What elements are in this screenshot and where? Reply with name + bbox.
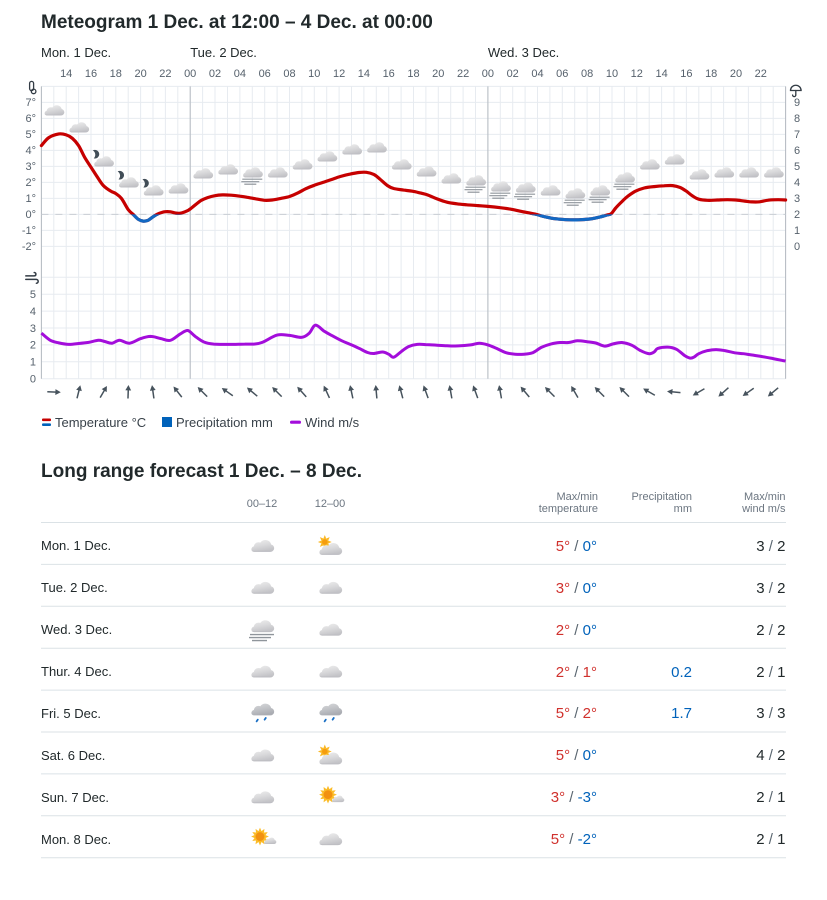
svg-text:0: 0	[794, 241, 800, 253]
svg-text:6°: 6°	[25, 113, 36, 125]
svg-text:Wed. 3 Dec.: Wed. 3 Dec.	[488, 45, 559, 60]
svg-text:-2°: -2°	[22, 241, 36, 253]
svg-text:18: 18	[110, 68, 122, 80]
svg-text:4°: 4°	[25, 145, 36, 157]
svg-text:10: 10	[308, 68, 320, 80]
svg-text:02: 02	[209, 68, 221, 80]
svg-text:06: 06	[259, 68, 271, 80]
svg-text:3: 3	[30, 323, 36, 335]
svg-text:22: 22	[457, 68, 469, 80]
svg-text:00: 00	[184, 68, 196, 80]
svg-text:1: 1	[30, 357, 36, 369]
svg-text:Tue. 2 Dec.: Tue. 2 Dec.	[190, 45, 257, 60]
svg-text:16: 16	[383, 68, 395, 80]
svg-text:18: 18	[705, 68, 717, 80]
svg-text:10: 10	[606, 68, 618, 80]
svg-text:08: 08	[581, 68, 593, 80]
svg-text:9: 9	[794, 97, 800, 109]
svg-text:14: 14	[358, 68, 370, 80]
svg-text:3°: 3°	[25, 161, 36, 173]
svg-text:12: 12	[631, 68, 643, 80]
svg-text:0°: 0°	[25, 209, 36, 221]
svg-text:22: 22	[755, 68, 767, 80]
svg-text:2: 2	[30, 340, 36, 352]
svg-text:20: 20	[730, 68, 742, 80]
svg-text:0: 0	[30, 374, 36, 386]
svg-text:1: 1	[794, 225, 800, 237]
svg-text:20: 20	[432, 68, 444, 80]
svg-text:Wind m/s: Wind m/s	[305, 415, 360, 430]
svg-text:04: 04	[234, 68, 246, 80]
svg-text:00: 00	[482, 68, 494, 80]
svg-text:Mon. 1 Dec.: Mon. 1 Dec.	[41, 45, 111, 60]
svg-text:5°: 5°	[25, 129, 36, 141]
svg-text:20: 20	[134, 68, 146, 80]
svg-text:5: 5	[30, 289, 36, 301]
svg-text:16: 16	[85, 68, 97, 80]
svg-text:12: 12	[333, 68, 345, 80]
svg-text:2: 2	[794, 209, 800, 221]
svg-text:22: 22	[159, 68, 171, 80]
svg-text:18: 18	[407, 68, 419, 80]
svg-text:04: 04	[531, 68, 543, 80]
svg-text:02: 02	[507, 68, 519, 80]
svg-text:1°: 1°	[25, 193, 36, 205]
svg-text:3: 3	[794, 193, 800, 205]
svg-text:06: 06	[556, 68, 568, 80]
svg-text:7: 7	[794, 129, 800, 141]
svg-text:16: 16	[680, 68, 692, 80]
svg-text:-1°: -1°	[22, 225, 36, 237]
svg-text:4: 4	[30, 306, 36, 318]
svg-text:14: 14	[60, 68, 72, 80]
svg-text:14: 14	[655, 68, 667, 80]
svg-text:4: 4	[794, 177, 800, 189]
svg-text:5: 5	[794, 161, 800, 173]
svg-text:08: 08	[283, 68, 295, 80]
svg-text:2°: 2°	[25, 177, 36, 189]
svg-text:6: 6	[794, 145, 800, 157]
svg-text:7°: 7°	[25, 97, 36, 109]
svg-text:Temperature °C: Temperature °C	[55, 415, 146, 430]
svg-text:Precipitation mm: Precipitation mm	[176, 415, 273, 430]
svg-text:8: 8	[794, 113, 800, 125]
